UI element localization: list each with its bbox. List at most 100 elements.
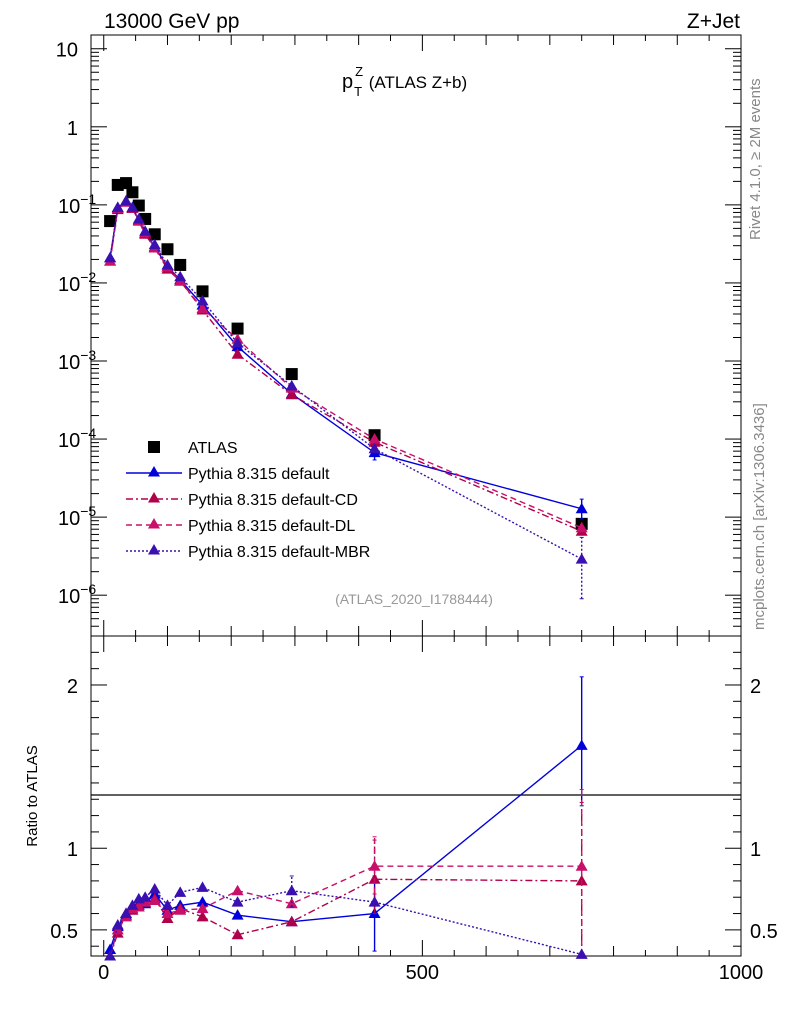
- rivet-version-label: Rivet 4.1.0, ≥ 2M events: [747, 78, 764, 240]
- atlas-data-point: [104, 215, 117, 228]
- marker-dl: [196, 302, 209, 314]
- marker-cd: [285, 388, 298, 400]
- atlas-data-point: [174, 258, 187, 271]
- series-line-default: [109, 200, 582, 510]
- marker-dl: [575, 521, 588, 533]
- atlas-data-point: [231, 322, 244, 335]
- marker-mbr: [104, 251, 117, 263]
- plot-title-sup: Z: [355, 64, 363, 79]
- atlas-data-point: [161, 243, 174, 256]
- series-line-cd: [109, 199, 582, 532]
- marker-mbr: [174, 886, 187, 897]
- y-tick-label: 1: [67, 118, 78, 140]
- marker-mbr: [126, 201, 139, 212]
- atlas-data-point: [120, 177, 133, 190]
- mcplots-label: mcplots.cern.ch [arXiv:1306.3436]: [751, 403, 768, 630]
- marker-mbr: [174, 270, 187, 282]
- plot-title-sub: T: [354, 84, 362, 99]
- ratio-y-tick-label: 0.5: [50, 921, 78, 943]
- marker-mbr: [575, 553, 588, 564]
- ratio-y-tick-label-right: 1: [750, 839, 761, 861]
- marker-dl: [575, 860, 588, 871]
- legend-item-dl: Pythia 8.315 default-DL: [126, 518, 355, 535]
- legend-item-atlas: ATLAS: [148, 440, 238, 457]
- marker-mbr: [126, 899, 139, 910]
- legend-label: Pythia 8.315 default-CD: [188, 492, 358, 509]
- marker-mbr: [196, 294, 209, 306]
- legend-marker-dl: [148, 518, 160, 529]
- marker-dl: [231, 884, 244, 896]
- series-line-mbr: [109, 886, 582, 957]
- marker-dl: [196, 902, 209, 914]
- marker-mbr: [139, 891, 152, 902]
- marker-default: [104, 943, 117, 954]
- plot-title-rest: (ATLAS Z+b): [364, 73, 467, 92]
- process-label: Z+Jet: [687, 10, 740, 33]
- y-tick-exponent: −2: [80, 269, 96, 285]
- series-dl: [109, 788, 588, 957]
- series-cd: [104, 195, 588, 536]
- marker-mbr: [120, 195, 133, 206]
- atlas-data-point: [285, 368, 298, 381]
- ratio-y-tick-label-right: 0.5: [750, 921, 778, 943]
- marker-mbr: [104, 950, 117, 961]
- series-atlas: [104, 177, 588, 530]
- legend-label: Pythia 8.315 default: [188, 466, 330, 483]
- marker-mbr: [575, 948, 588, 959]
- ratio-y-tick-label: 1: [67, 839, 78, 861]
- atlas-data-point: [126, 186, 139, 199]
- legend: ATLAS Pythia 8.315 default Pythia 8.315 de…: [126, 440, 370, 561]
- marker-mbr: [285, 884, 298, 896]
- marker-mbr: [148, 883, 161, 894]
- marker-cd: [196, 910, 209, 922]
- marker-mbr: [139, 225, 152, 236]
- marker-mbr: [231, 337, 244, 348]
- atlas-data-point: [148, 228, 161, 241]
- y-tick-exponent: −5: [80, 503, 96, 519]
- legend-marker-mbr: [148, 544, 160, 555]
- x-tick-label: 1000: [719, 962, 764, 984]
- y-tick-exponent: −4: [80, 425, 96, 441]
- atlas-data-point: [196, 285, 209, 298]
- marker-dl: [368, 433, 381, 444]
- series-dl: [104, 196, 588, 533]
- marker-mbr: [111, 918, 124, 930]
- marker-mbr: [161, 258, 174, 270]
- legend-marker-default: [148, 466, 160, 477]
- x-tick-label: 500: [406, 962, 439, 984]
- marker-cd: [285, 915, 298, 927]
- ratio-y-axis-label: Ratio to ATLAS: [24, 745, 41, 846]
- legend-item-default: Pythia 8.315 default: [126, 466, 330, 483]
- legend-item-cd: Pythia 8.315 default-CD: [126, 492, 358, 509]
- y-tick-exponent: −3: [80, 347, 96, 363]
- series-line-mbr: [109, 200, 583, 560]
- marker-default: [575, 502, 588, 514]
- legend-marker-atlas: [148, 441, 160, 453]
- y-tick-label: 10: [56, 40, 78, 62]
- marker-mbr: [231, 896, 244, 907]
- marker-mbr: [148, 238, 161, 250]
- legend-marker-cd: [148, 492, 160, 503]
- marker-mbr: [132, 212, 145, 224]
- marker-mbr: [111, 201, 124, 212]
- marker-mbr: [368, 442, 381, 454]
- series-line-default: [109, 744, 583, 950]
- x-tick-label: 0: [98, 962, 109, 984]
- marker-mbr: [120, 907, 133, 919]
- series-cd: [109, 802, 588, 957]
- ratio-axis-ticks: 0.5 0.5 1 1 2 2 0 500 1000: [50, 636, 778, 984]
- legend-label: ATLAS: [188, 440, 238, 457]
- series-default: [104, 195, 588, 520]
- marker-dl: [368, 860, 381, 871]
- beam-label: 13000 GeV pp: [104, 10, 239, 33]
- series-mbr: [104, 195, 588, 600]
- series-mbr: [104, 875, 588, 961]
- marker-dl: [161, 907, 174, 919]
- main-series-group: [104, 177, 588, 600]
- marker-cd: [231, 348, 244, 359]
- plot-title-main: p: [342, 71, 353, 93]
- marker-mbr: [161, 899, 174, 910]
